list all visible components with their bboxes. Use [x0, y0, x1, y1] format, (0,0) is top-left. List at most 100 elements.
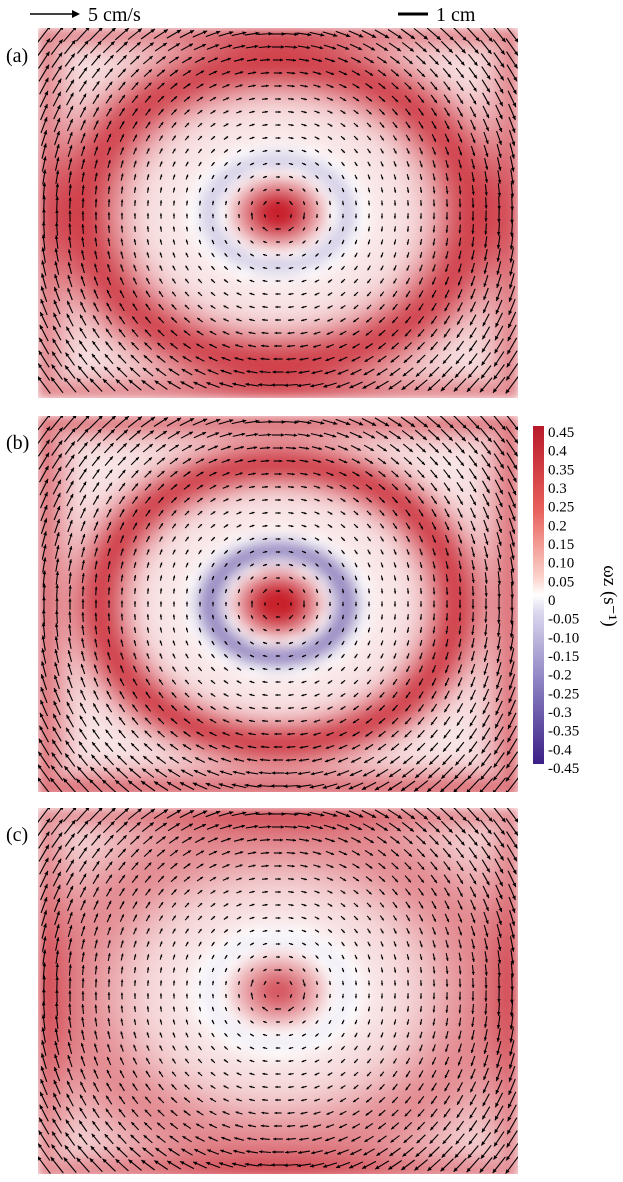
vorticity-cell [158, 178, 169, 189]
vorticity-cell [308, 228, 319, 239]
velocity-arrow [419, 264, 423, 272]
vorticity-cell [148, 636, 159, 647]
vorticity-cell [488, 168, 499, 179]
vorticity-cell [308, 546, 319, 557]
vorticity-cell [418, 656, 429, 667]
velocity-arrow [38, 64, 50, 82]
vorticity-cell [278, 466, 289, 477]
velocity-arrow [366, 135, 372, 141]
vorticity-cell [168, 506, 179, 517]
velocity-arrow [153, 417, 169, 427]
vorticity-cell [408, 716, 419, 727]
velocity-arrow [445, 250, 449, 260]
velocity-arrow [53, 104, 61, 120]
vorticity-cell [138, 68, 149, 79]
velocity-arrow [431, 508, 437, 518]
velocity-arrow [327, 498, 333, 502]
vorticity-cell [58, 238, 69, 249]
vorticity-cell [318, 576, 329, 587]
vorticity-cell [58, 646, 69, 657]
velocity-arrow [273, 459, 283, 463]
vorticity-cell [228, 268, 239, 279]
vorticity-cell [248, 556, 259, 567]
vorticity-cell [178, 338, 189, 349]
vorticity-cell [478, 506, 489, 517]
vorticity-cell [408, 526, 419, 537]
vorticity-cell [38, 556, 49, 567]
vorticity-cell [478, 436, 489, 447]
vorticity-cell [218, 248, 229, 259]
velocity-arrow [65, 326, 75, 340]
vorticity-cell [448, 238, 459, 249]
vorticity-cell [478, 298, 489, 309]
velocity-arrow [210, 304, 216, 310]
vorticity-cell [168, 258, 179, 269]
vorticity-cell [258, 416, 269, 427]
vorticity-cell [428, 646, 439, 657]
velocity-arrow [224, 252, 228, 258]
vorticity-cell [488, 746, 499, 757]
vorticity-cell [288, 576, 299, 587]
vorticity-cell [218, 318, 229, 329]
vorticity-cell [228, 556, 239, 567]
vorticity-cell [348, 716, 359, 727]
vorticity-cell [368, 308, 379, 319]
vorticity-cell [458, 118, 469, 129]
velocity-arrow [362, 381, 376, 389]
velocity-arrow [314, 266, 320, 270]
vorticity-cell [308, 138, 319, 149]
vorticity-cell [508, 576, 518, 587]
vorticity-cell [238, 506, 249, 517]
vorticity-cell [338, 446, 349, 457]
velocity-arrow [390, 69, 400, 77]
vorticity-cell [318, 466, 329, 477]
velocity-arrow [248, 84, 256, 88]
velocity-arrow [169, 355, 179, 363]
velocity-arrow [102, 378, 116, 392]
velocity-arrow [310, 45, 324, 50]
vorticity-cell [98, 328, 109, 339]
vorticity-cell [248, 486, 259, 497]
vorticity-cell [118, 128, 129, 139]
vorticity-cell [118, 716, 129, 727]
velocity-arrow [94, 237, 98, 247]
vorticity-cell [258, 686, 269, 697]
velocity-arrow [155, 367, 167, 377]
vorticity-cell [188, 446, 199, 457]
vorticity-cell [428, 288, 439, 299]
vorticity-cell [378, 218, 389, 229]
vorticity-cell [208, 696, 219, 707]
vorticity-cell [68, 766, 79, 777]
vorticity-cell [118, 786, 129, 792]
vorticity-cell [458, 776, 469, 787]
vorticity-cell [338, 766, 349, 777]
vorticity-cell [408, 606, 419, 617]
vorticity-cell [358, 736, 369, 747]
vorticity-cell [88, 148, 99, 159]
vorticity-cell [308, 148, 319, 159]
vorticity-cell [498, 506, 509, 517]
vorticity-cell [398, 108, 409, 119]
vorticity-cell [388, 258, 399, 269]
velocity-arrow [340, 317, 346, 323]
vorticity-cell [338, 426, 349, 437]
vorticity-cell [168, 726, 179, 737]
vorticity-cell [158, 746, 169, 757]
velocity-arrow [172, 200, 176, 206]
vorticity-cell [58, 766, 69, 777]
vorticity-cell [258, 776, 269, 787]
vorticity-cell [138, 348, 149, 359]
vorticity-cell [238, 626, 249, 637]
vorticity-cell [268, 466, 279, 477]
vorticity-cell [78, 308, 89, 319]
vorticity-cell [108, 496, 119, 507]
velocity-arrow [482, 300, 490, 314]
vorticity-cell [88, 546, 99, 557]
vorticity-cell [208, 48, 219, 59]
vorticity-cell [158, 606, 169, 617]
vorticity-cell [48, 616, 59, 627]
velocity-arrow [283, 420, 299, 425]
velocity-arrow [456, 80, 464, 92]
vorticity-cell [78, 746, 89, 757]
vorticity-cell [138, 178, 149, 189]
